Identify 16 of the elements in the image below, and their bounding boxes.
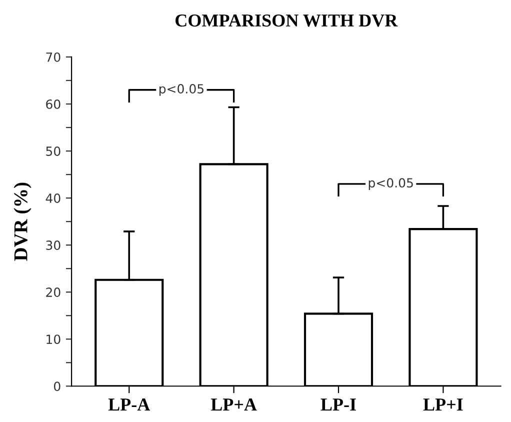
x-tick-label: LP+I <box>423 398 463 410</box>
y-tick-label: 10 <box>46 334 60 344</box>
annotation: p<0.05 <box>368 178 413 190</box>
y-tick-label: 20 <box>46 288 60 298</box>
y-axis-title: DVR (%) <box>14 182 32 261</box>
annotation: p<0.05 <box>159 84 204 96</box>
y-tick-label: 0 <box>54 382 60 392</box>
y-tick-label: 30 <box>46 240 60 250</box>
x-tick-label: LP+A <box>210 398 257 410</box>
y-tick-label: 70 <box>46 52 60 62</box>
x-tick-label: LP-A <box>108 398 150 410</box>
x-tick-label: LP-I <box>320 398 356 410</box>
y-tick-label: 40 <box>46 194 60 203</box>
chart-title: COMPARISON WITH DVR <box>176 14 398 27</box>
y-tick-label: 60 <box>46 99 60 109</box>
y-tick-label: 50 <box>46 146 60 156</box>
